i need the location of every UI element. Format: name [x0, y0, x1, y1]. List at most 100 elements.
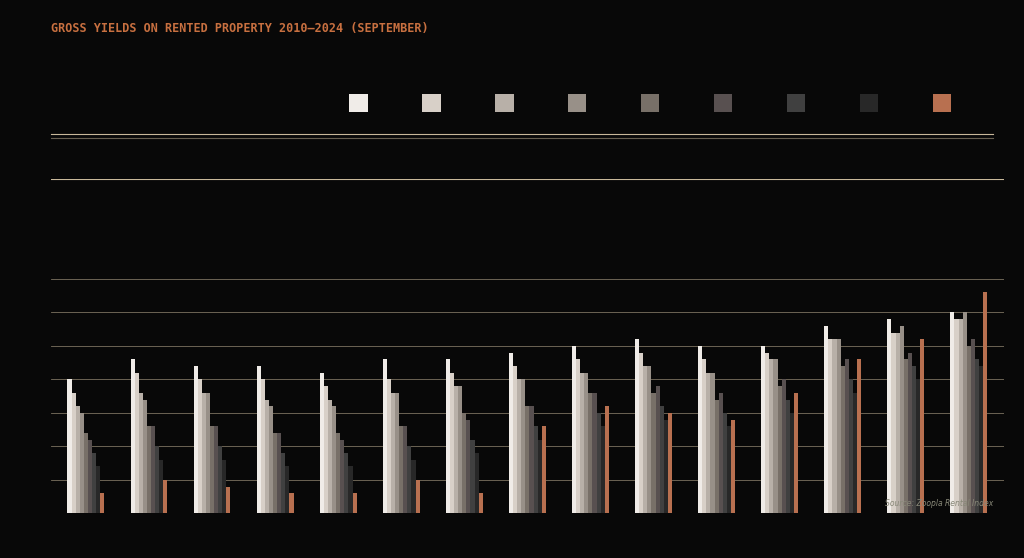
Bar [416, 480, 420, 558]
Bar [474, 453, 478, 558]
Bar [534, 426, 538, 558]
Bar [781, 379, 785, 558]
Bar [226, 487, 230, 558]
Bar [214, 426, 218, 558]
Bar [348, 466, 352, 558]
Bar [659, 406, 664, 558]
Bar [408, 446, 412, 558]
Bar [445, 359, 450, 558]
Bar [142, 400, 146, 558]
Bar [269, 406, 273, 558]
Bar [711, 373, 715, 558]
Bar [900, 326, 904, 558]
Bar [290, 493, 294, 558]
Bar [206, 393, 210, 558]
Bar [841, 366, 845, 558]
Bar [96, 466, 100, 558]
Bar [605, 406, 609, 558]
Bar [80, 413, 84, 558]
Bar [761, 346, 765, 558]
Bar [715, 400, 719, 558]
Bar [470, 440, 474, 558]
Bar [769, 359, 773, 558]
Bar [668, 413, 672, 558]
Bar [655, 386, 659, 558]
Bar [794, 393, 798, 558]
Bar [336, 433, 340, 558]
Bar [597, 413, 601, 558]
Bar [904, 359, 908, 558]
Text: GROSS YIELDS ON RENTED PROPERTY 2010–2024 (SEPTEMBER): GROSS YIELDS ON RENTED PROPERTY 2010–202… [51, 22, 429, 35]
Bar [509, 353, 513, 558]
Bar [639, 353, 643, 558]
Bar [387, 379, 391, 558]
Bar [765, 353, 769, 558]
Bar [100, 493, 104, 558]
Bar [538, 440, 542, 558]
Bar [581, 373, 585, 558]
Bar [163, 480, 167, 558]
Bar [383, 359, 387, 558]
Bar [324, 386, 328, 558]
Bar [265, 400, 269, 558]
Bar [352, 493, 356, 558]
Bar [513, 366, 517, 558]
Bar [542, 426, 546, 558]
Bar [824, 326, 828, 558]
Bar [983, 292, 987, 558]
Bar [525, 406, 529, 558]
Bar [328, 400, 332, 558]
Bar [643, 366, 647, 558]
Bar [344, 453, 348, 558]
Bar [828, 339, 833, 558]
Bar [130, 359, 134, 558]
Bar [707, 373, 711, 558]
Bar [719, 393, 723, 558]
Bar [912, 366, 916, 558]
Bar [210, 426, 214, 558]
Bar [950, 312, 954, 558]
Bar [647, 366, 651, 558]
Bar [572, 346, 577, 558]
Bar [916, 379, 921, 558]
Bar [702, 359, 707, 558]
Bar [967, 346, 971, 558]
Bar [585, 373, 589, 558]
Bar [340, 440, 344, 558]
Bar [651, 393, 655, 558]
Bar [72, 393, 76, 558]
Bar [723, 413, 727, 558]
Bar [222, 460, 226, 558]
Bar [261, 379, 265, 558]
Bar [908, 353, 912, 558]
Bar [857, 359, 861, 558]
Bar [853, 393, 857, 558]
Bar [462, 413, 466, 558]
Bar [76, 406, 80, 558]
Bar [278, 433, 282, 558]
Bar [194, 366, 198, 558]
Bar [68, 379, 72, 558]
Bar [399, 426, 403, 558]
Bar [395, 393, 399, 558]
Bar [155, 446, 159, 558]
Bar [727, 426, 731, 558]
Bar [833, 339, 837, 558]
Bar [478, 493, 482, 558]
Bar [454, 386, 458, 558]
Bar [138, 393, 142, 558]
Bar [202, 393, 206, 558]
Bar [92, 453, 96, 558]
Bar [921, 339, 925, 558]
Bar [403, 426, 408, 558]
Bar [664, 420, 668, 558]
Bar [963, 312, 967, 558]
Bar [198, 379, 202, 558]
Bar [257, 366, 261, 558]
Bar [458, 386, 462, 558]
Bar [777, 386, 781, 558]
Bar [892, 333, 896, 558]
Bar [391, 393, 395, 558]
Bar [159, 460, 163, 558]
Bar [593, 393, 597, 558]
